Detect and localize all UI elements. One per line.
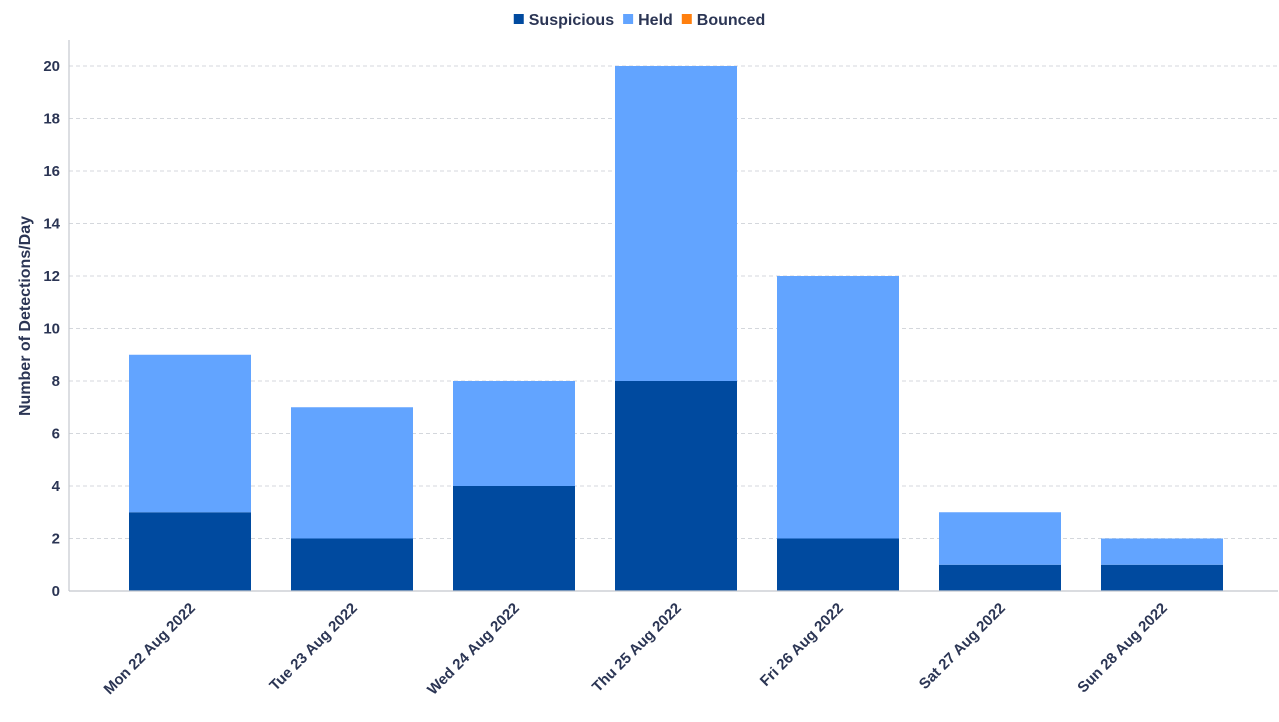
y-tick-label: 14 — [43, 216, 60, 233]
y-tick-label: 6 — [52, 426, 60, 443]
bar-held-5[interactable] — [939, 512, 1061, 565]
y-axis-title: Number of Detections/Day — [17, 216, 34, 416]
bar-held-6[interactable] — [1101, 538, 1223, 565]
bar-suspicious-4[interactable] — [777, 538, 899, 592]
axes — [68, 40, 1278, 592]
bar-suspicious-3[interactable] — [615, 381, 737, 591]
bar-suspicious-5[interactable] — [939, 564, 1061, 591]
y-tick-label: 10 — [43, 321, 60, 338]
bar-held-2[interactable] — [453, 381, 575, 486]
legend-label: Held — [638, 12, 673, 29]
y-tick-label: 16 — [43, 163, 60, 180]
x-tick-label: Mon 22 Aug 2022 — [101, 600, 199, 698]
bar-held-1[interactable] — [291, 407, 413, 539]
bar-suspicious-0[interactable] — [129, 512, 251, 591]
y-tick-label: 0 — [52, 583, 60, 600]
legend-item-bounced[interactable]: Bounced — [681, 12, 765, 29]
y-tick-label: 8 — [52, 373, 60, 390]
legend-label: Suspicious — [529, 12, 614, 29]
y-tick-labels: 0 2 4 6 8 10 12 14 16 18 20 — [43, 58, 60, 600]
bar-suspicious-1[interactable] — [291, 538, 413, 592]
y-tick-label: 18 — [43, 111, 60, 128]
y-tick-label: 20 — [43, 58, 60, 75]
y-tick-label: 4 — [52, 478, 61, 495]
x-tick-label: Sat 27 Aug 2022 — [916, 600, 1009, 693]
legend-swatch — [681, 14, 692, 24]
legend: Suspicious Held Bounced — [513, 12, 765, 29]
bar-suspicious-6[interactable] — [1101, 564, 1223, 591]
bar-held-3[interactable] — [615, 66, 737, 381]
x-tick-label: Sun 28 Aug 2022 — [1074, 600, 1171, 697]
bar-held-0[interactable] — [129, 354, 251, 513]
legend-swatch — [623, 14, 634, 24]
x-tick-label: Tue 23 Aug 2022 — [266, 600, 361, 695]
legend-item-held[interactable]: Held — [623, 12, 673, 29]
x-tick-label: Thu 25 Aug 2022 — [589, 600, 685, 696]
legend-swatch — [513, 14, 524, 24]
y-tick-label: 12 — [43, 268, 60, 285]
bar-held-4[interactable] — [777, 276, 899, 539]
y-tick-label: 2 — [52, 531, 60, 548]
x-tick-labels: Mon 22 Aug 2022 Tue 23 Aug 2022 Wed 24 Aug… — [101, 600, 1171, 699]
bars — [129, 66, 1223, 591]
legend-label: Bounced — [697, 12, 765, 29]
bar-suspicious-2[interactable] — [453, 486, 575, 591]
legend-item-suspicious[interactable]: Suspicious — [513, 12, 614, 29]
x-tick-label: Wed 24 Aug 2022 — [424, 600, 523, 699]
x-tick-label: Fri 26 Aug 2022 — [757, 600, 847, 690]
